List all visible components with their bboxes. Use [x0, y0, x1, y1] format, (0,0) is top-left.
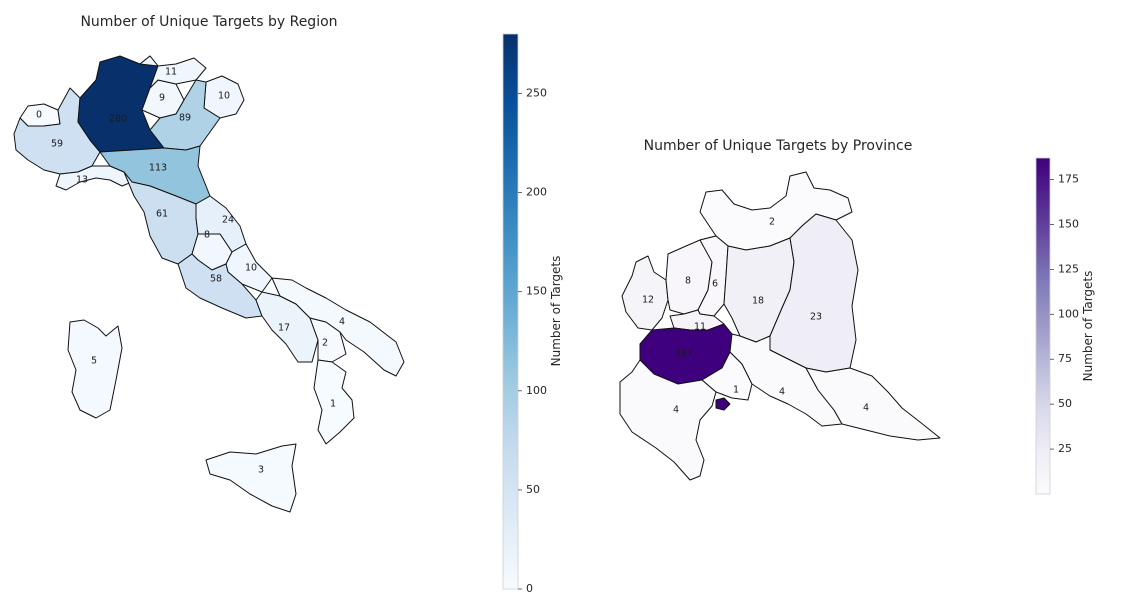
region-label-lombardia: 280	[109, 114, 127, 125]
region-label-sardegna: 5	[91, 356, 97, 367]
region-value-labels: 0 59 13 280 9 11 10 89 113 61 24 8 10 58 17 24 1 5 3	[36, 67, 345, 476]
province-label-lecco: 6	[712, 279, 718, 290]
province-colorbar-tick-150: 150	[1058, 217, 1079, 230]
province-varese[interactable]	[621, 255, 669, 331]
province-value-labels: 2 12 8 6 18 23 11 187 1 4 4 4	[642, 217, 869, 416]
province-colorbar-tick-50: 50	[1058, 397, 1072, 410]
region-label-trentino: 9	[159, 93, 165, 104]
province-colorbar-label: Number of Targets	[1081, 271, 1095, 382]
region-label-piemonte: 59	[51, 139, 63, 150]
region-alto-adige[interactable]	[139, 55, 207, 89]
region-liguria[interactable]	[55, 165, 133, 191]
region-label-lazio: 58	[210, 274, 222, 285]
province-map-title: Number of Unique Targets by Province	[644, 138, 913, 154]
province-label-mantova: 4	[863, 403, 869, 414]
province-map	[619, 171, 941, 481]
region-colorbar-tick-150: 150	[526, 285, 547, 298]
province-pavia[interactable]	[619, 359, 717, 481]
province-label-lodi: 1	[733, 385, 739, 396]
region-label-veneto: 89	[179, 113, 191, 124]
region-colorbar-tick-0: 0	[526, 582, 533, 595]
province-mantova[interactable]	[805, 367, 941, 441]
region-label-friuli: 10	[218, 91, 230, 102]
region-label-sicilia: 3	[258, 465, 264, 476]
region-colorbar-tick-200: 200	[526, 186, 547, 199]
region-calabria[interactable]	[313, 359, 355, 445]
region-colorbar: 0 50 100 150 200 250 Number of Targets	[502, 33, 563, 595]
region-colorbar-gradient	[502, 33, 519, 590]
region-colorbar-tick-100: 100	[526, 384, 547, 397]
province-colorbar-tick-100: 100	[1058, 307, 1079, 320]
province-colorbar: 25 50 75 100 125 150 175 Number of Targets	[1035, 157, 1095, 495]
province-colorbar-tick-125: 125	[1058, 262, 1079, 275]
province-cremona[interactable]	[729, 333, 843, 427]
region-label-abruzzo: 10	[245, 263, 257, 274]
region-label-toscana: 61	[156, 209, 168, 220]
region-map-title: Number of Unique Targets by Region	[80, 14, 337, 30]
region-label-liguria: 13	[76, 175, 88, 186]
province-label-milano: 187	[675, 349, 693, 360]
region-sicilia[interactable]	[205, 443, 297, 513]
region-lazio[interactable]	[177, 253, 263, 319]
region-label-alto-adige: 11	[165, 67, 177, 78]
region-colorbar-tick-250: 250	[526, 86, 547, 99]
region-sardegna[interactable]	[67, 319, 123, 419]
region-label-calabria: 1	[330, 399, 336, 410]
province-label-varese: 12	[642, 295, 654, 306]
province-colorbar-gradient	[1035, 157, 1051, 495]
region-puglia[interactable]	[271, 277, 405, 377]
province-label-cremona: 4	[779, 387, 785, 398]
province-colorbar-tick-75: 75	[1058, 352, 1072, 365]
region-campania[interactable]	[255, 291, 319, 363]
province-label-pavia: 4	[673, 405, 679, 416]
region-label-emilia-romagna: 113	[149, 163, 167, 174]
region-colorbar-tick-50: 50	[526, 483, 540, 496]
region-label-valle-daosta: 0	[36, 110, 42, 121]
region-colorbar-label: Number of Targets	[549, 256, 563, 367]
region-label-campania: 17	[278, 323, 290, 334]
region-label-basilicata: 2	[322, 338, 328, 349]
province-label-monza: 11	[694, 322, 706, 333]
province-label-sondrio: 2	[769, 217, 775, 228]
province-colorbar-tick-175: 175	[1058, 173, 1079, 186]
province-milano-exclave[interactable]	[715, 397, 731, 411]
province-label-brescia: 23	[810, 312, 822, 323]
region-label-puglia: 4	[339, 317, 345, 328]
region-label-marche: 24	[222, 215, 234, 226]
province-label-bergamo: 18	[752, 296, 764, 307]
region-label-umbria: 8	[204, 230, 210, 241]
province-label-como: 8	[685, 276, 691, 287]
region-map	[13, 55, 405, 513]
province-colorbar-tick-25: 25	[1058, 442, 1072, 455]
